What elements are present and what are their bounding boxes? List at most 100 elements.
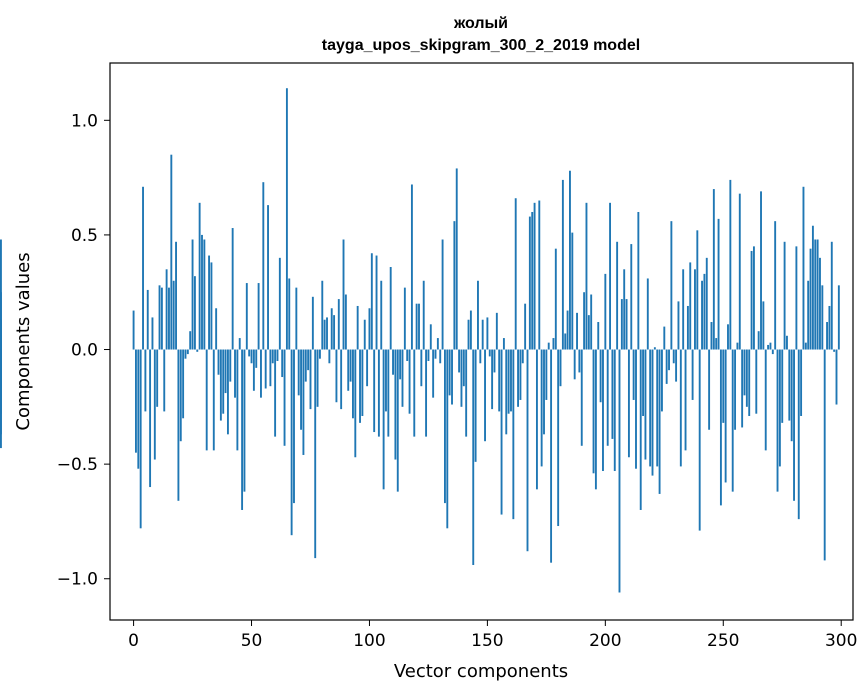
bar (288, 278, 291, 350)
bar (684, 349, 687, 451)
bar (717, 218, 720, 350)
bar (210, 262, 213, 350)
bar (788, 349, 791, 421)
bar (271, 349, 274, 364)
bar (500, 349, 503, 515)
bar (592, 349, 595, 474)
bar (719, 349, 722, 506)
bar (363, 319, 366, 350)
x-tick-label: 100 (353, 631, 385, 651)
bar (448, 349, 451, 396)
bar (484, 349, 486, 442)
bar (696, 230, 699, 350)
bar (429, 324, 432, 350)
bar (427, 349, 430, 361)
bar (689, 262, 692, 350)
bar (243, 349, 246, 492)
bar (257, 283, 260, 350)
bar (625, 299, 628, 350)
bar (373, 349, 376, 433)
bar (627, 349, 630, 458)
bar (302, 349, 305, 455)
bar (705, 257, 708, 350)
bar (340, 349, 343, 410)
bar (573, 349, 576, 380)
bar (0, 239, 2, 350)
bar (507, 349, 510, 414)
bar (698, 349, 701, 531)
bar (729, 179, 732, 350)
bar (352, 349, 354, 419)
bar (151, 317, 154, 350)
bar (778, 349, 781, 467)
bar (611, 349, 614, 439)
bar (694, 269, 696, 350)
bar (436, 338, 439, 350)
bar (420, 349, 423, 387)
x-tick-label: 250 (707, 631, 739, 651)
bar (712, 189, 715, 350)
bar (186, 349, 189, 355)
bar (752, 246, 755, 350)
bar (370, 253, 373, 350)
bar (403, 287, 406, 350)
bar (264, 349, 267, 389)
bar (479, 349, 482, 364)
bar (630, 244, 633, 350)
bar (604, 273, 607, 350)
bar (222, 349, 225, 414)
bar (559, 349, 562, 387)
bar (833, 349, 836, 352)
y-axis-ticks: 1.0 0.5 0.0 −0.5 −1.0 (57, 111, 110, 590)
bar (359, 349, 361, 423)
bar (248, 349, 251, 357)
bar (486, 317, 489, 350)
bar (644, 349, 647, 460)
bar (330, 308, 333, 350)
bar (382, 349, 385, 490)
bar (196, 349, 199, 352)
bar (811, 225, 814, 350)
bar (701, 280, 703, 350)
bar (219, 349, 222, 421)
x-tick-label: 50 (241, 631, 263, 651)
bar (599, 349, 602, 403)
bar (229, 349, 232, 382)
bar (267, 205, 269, 350)
bar (826, 322, 828, 350)
bar (278, 257, 281, 350)
bar (597, 322, 600, 350)
bar (314, 349, 317, 559)
bar (238, 338, 241, 350)
bar (750, 250, 753, 350)
bar (366, 349, 369, 387)
bar (205, 349, 208, 451)
bar (528, 216, 531, 350)
bar (743, 349, 746, 396)
bar (639, 349, 642, 510)
bar (774, 221, 777, 350)
x-tick-label: 200 (589, 631, 621, 651)
bar (762, 301, 765, 350)
bar (293, 349, 295, 504)
bar (590, 294, 593, 350)
bar (460, 349, 463, 407)
bar (347, 349, 350, 391)
bar (535, 349, 538, 490)
bar (425, 349, 428, 437)
bar (583, 292, 586, 350)
bar (783, 241, 786, 350)
bar (234, 349, 236, 398)
bar-series (0, 88, 840, 593)
bar (262, 182, 265, 350)
bar (493, 349, 496, 373)
y-tick-label: −0.5 (57, 455, 98, 475)
bar (677, 301, 680, 350)
bar (741, 349, 744, 428)
y-tick-label: 0.5 (71, 226, 98, 246)
bar (349, 349, 352, 382)
y-axis-label: Components values (13, 252, 34, 430)
bar (260, 349, 262, 398)
bar (217, 349, 220, 375)
bar (137, 349, 140, 469)
